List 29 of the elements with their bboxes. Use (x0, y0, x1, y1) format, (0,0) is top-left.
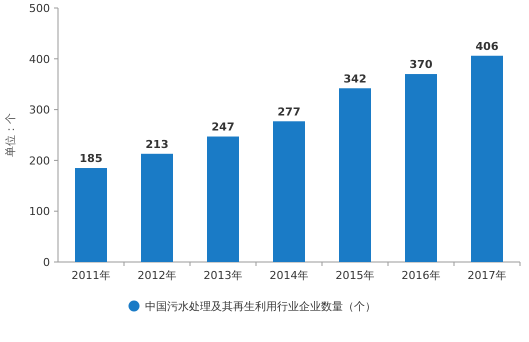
x-tick-label: 2013年 (204, 269, 242, 282)
x-tick-label: 2017年 (468, 269, 506, 282)
legend-label: 中国污水处理及其再生利用行业企业数量（个） (145, 300, 376, 313)
y-tick-label: 500 (29, 2, 50, 15)
y-tick-label: 0 (43, 256, 50, 269)
x-tick-label: 2016年 (402, 269, 440, 282)
x-tick-label: 2011年 (72, 269, 110, 282)
x-tick-label: 2012年 (138, 269, 176, 282)
bar (207, 136, 239, 262)
data-label: 406 (476, 40, 499, 53)
bar (339, 88, 371, 262)
y-tick-label: 300 (29, 104, 50, 117)
bar (405, 74, 437, 262)
y-tick-label: 100 (29, 205, 50, 218)
y-tick-label: 400 (29, 52, 50, 66)
x-tick-label: 2014年 (270, 269, 308, 282)
bar (141, 154, 173, 262)
data-label: 185 (80, 152, 102, 166)
bar (471, 56, 503, 262)
data-label: 213 (146, 138, 168, 151)
y-axis-title: 单位：个 (4, 113, 17, 157)
data-label: 342 (344, 72, 366, 86)
y-tick-label: 200 (29, 154, 50, 168)
x-tick-label: 2015年 (336, 269, 374, 282)
bar (273, 121, 305, 262)
bar (75, 168, 107, 262)
data-label: 370 (410, 58, 433, 72)
data-label: 247 (212, 120, 234, 134)
data-label: 277 (278, 105, 300, 118)
